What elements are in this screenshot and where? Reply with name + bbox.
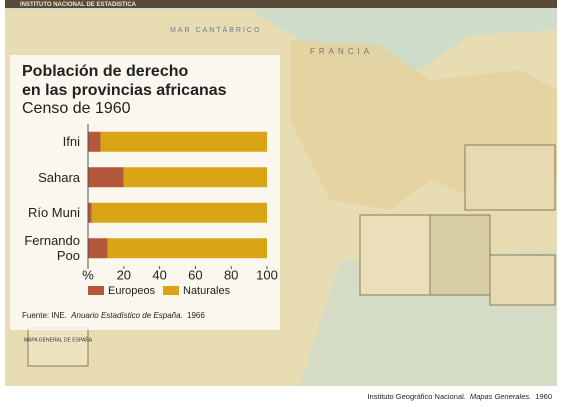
x-tick-label: 80 <box>224 267 238 282</box>
bar <box>107 238 267 259</box>
bar <box>100 131 267 152</box>
credit-text: 1960 <box>535 392 552 401</box>
y-tick-label: Ifni <box>62 134 80 150</box>
legend-label: Europeos <box>108 285 156 297</box>
y-tick-label: Sahara <box>38 169 80 185</box>
inset-map <box>464 144 556 211</box>
map-label: MAPA GENERAL DE ESPAÑA <box>24 336 93 343</box>
map-label: FRANCIA <box>310 47 373 56</box>
x-tick-label: 60 <box>188 267 202 282</box>
inset-map <box>359 214 431 296</box>
legend-swatch <box>163 286 179 295</box>
bar <box>88 202 92 223</box>
legend-swatch <box>88 286 104 295</box>
source-text: Fuente: INE. <box>22 311 67 320</box>
bar <box>88 131 101 152</box>
bar <box>88 238 108 259</box>
map-header-band <box>5 0 557 8</box>
y-tick-label: Fernando Poo <box>24 233 80 264</box>
chart-title: en las provincias africanas <box>22 82 227 99</box>
chart-panel <box>10 55 280 330</box>
legend-label: Naturales <box>183 285 231 297</box>
x-tick-label: 40 <box>152 267 166 282</box>
sea <box>5 0 557 70</box>
inset-map <box>429 214 491 296</box>
bar <box>123 167 267 188</box>
chart-title: Población de derecho <box>22 63 188 80</box>
map-header: INSTITUTO NACIONAL DE ESTADISTICA <box>20 2 137 8</box>
y-tick-label: Río Muni <box>27 205 80 221</box>
chart-subtitle: Censo de 1960 <box>22 100 131 117</box>
x-tick-label: 20 <box>117 267 131 282</box>
credit: Instituto Geográfico Nacional. Mapas Gen… <box>367 392 552 401</box>
x-tick-label: % <box>82 267 94 282</box>
map-label: MAR CANTÁBRICO <box>170 25 261 34</box>
bar <box>91 202 267 223</box>
inset-map <box>489 254 556 306</box>
source-text: 1966 <box>187 311 205 320</box>
x-tick-label: 100 <box>256 267 278 282</box>
credit-text: Mapas Generales. <box>469 392 532 401</box>
source: Fuente: INE. Anuario Estadístico de Espa… <box>22 311 205 320</box>
bar <box>88 167 124 188</box>
credit-text: Instituto Geográfico Nacional. <box>367 392 466 401</box>
source-text: Anuario Estadístico de España. <box>71 311 183 320</box>
map-cartouche <box>27 327 89 367</box>
